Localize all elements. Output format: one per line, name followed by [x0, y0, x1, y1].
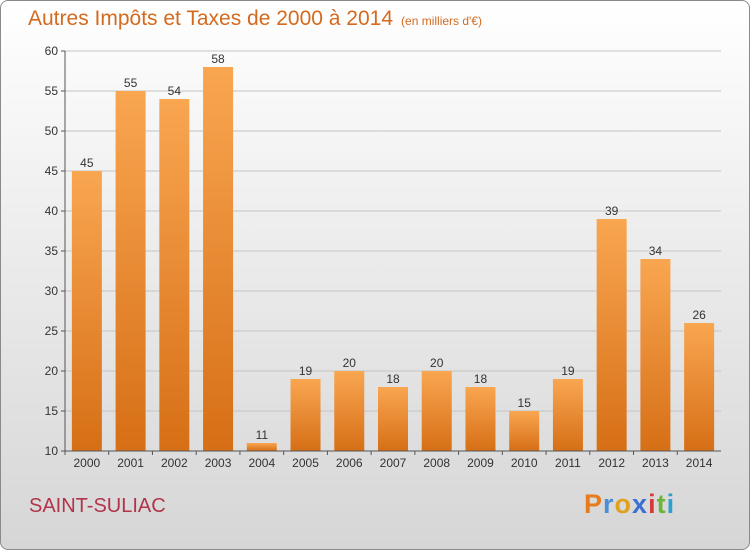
x-tick-label: 2006: [336, 456, 363, 470]
bar: [203, 67, 234, 451]
x-tick-label: 2009: [467, 456, 494, 470]
bar: [421, 371, 452, 451]
x-tick-label: 2003: [205, 456, 232, 470]
bar: [596, 219, 627, 451]
chart-unit: (en milliers d'€): [401, 14, 483, 28]
y-tick-label: 20: [45, 364, 59, 378]
x-tick-label: 2008: [423, 456, 450, 470]
y-tick-label: 10: [45, 444, 59, 458]
bar-value-label: 45: [80, 156, 94, 170]
x-tick-label: 2014: [686, 456, 713, 470]
y-tick-label: 50: [45, 124, 59, 138]
x-tick-label: 2011: [555, 456, 581, 470]
bar-value-label: 18: [386, 372, 400, 386]
x-tick-label: 2002: [161, 456, 188, 470]
y-tick-label: 15: [45, 404, 59, 418]
proxiti-logo: Proxiti: [584, 489, 675, 520]
x-tick-label: 2000: [74, 456, 101, 470]
x-tick-label: 2005: [292, 456, 319, 470]
bar: [378, 387, 408, 451]
bar-value-label: 26: [692, 308, 706, 322]
chart-title: Autres Impôts et Taxes de 2000 à 2014: [28, 7, 394, 30]
x-tick-label: 2007: [380, 456, 407, 470]
bar: [159, 99, 190, 451]
bar-value-label: 58: [211, 52, 225, 66]
bar-value-label: 54: [168, 84, 182, 98]
bar-value-label: 19: [561, 364, 575, 378]
bars: 45 55 54 58 11 19 20 18 20 18 15 19 39 34 26: [71, 52, 715, 451]
bar-value-label: 20: [430, 356, 444, 370]
bar-value-label: 20: [343, 356, 357, 370]
x-tick-label: 2001: [117, 456, 144, 470]
bar: [334, 371, 365, 451]
x-tick-label: 2010: [511, 456, 538, 470]
bar-value-label: 39: [605, 204, 619, 218]
x-tick-label: 2012: [598, 456, 625, 470]
logo-letter: t: [656, 489, 667, 519]
bar-value-label: 19: [299, 364, 313, 378]
y-axis: 10 15 20 25 30 35 40 45 50 55 60: [45, 44, 65, 458]
bar: [684, 323, 715, 451]
y-tick-label: 55: [45, 84, 59, 98]
logo-letter: i: [648, 489, 657, 519]
logo-letter: r: [603, 489, 615, 519]
bar: [509, 411, 540, 451]
bar: [552, 379, 583, 451]
city-name: SAINT-SULIAC: [29, 495, 166, 517]
logo-letter: P: [584, 489, 604, 519]
chart-title-block: Autres Impôts et Taxes de 2000 à 2014 (en…: [28, 7, 482, 31]
bar: [115, 91, 146, 451]
bar: [465, 387, 496, 451]
x-tick-label: 2004: [248, 456, 275, 470]
logo-letter: o: [614, 489, 633, 519]
bar: [71, 171, 102, 451]
bar-value-label: 11: [256, 428, 269, 442]
bar-value-label: 15: [518, 396, 532, 410]
y-tick-label: 40: [45, 204, 59, 218]
y-tick-label: 60: [45, 44, 59, 58]
bar-value-label: 18: [474, 372, 488, 386]
logo-letter: x: [632, 489, 649, 519]
bar: [246, 443, 277, 451]
y-tick-label: 25: [45, 324, 59, 338]
logo-letter: i: [666, 489, 676, 519]
y-tick-label: 30: [45, 284, 59, 298]
bar: [640, 259, 671, 451]
x-axis: 2000 2001 2002 2003 2004 2005 2006 2007 2008 2009…: [64, 451, 713, 470]
x-tick-label: 2013: [642, 456, 669, 470]
y-tick-label: 35: [45, 244, 59, 258]
bar-value-label: 34: [649, 244, 663, 258]
y-tick-label: 45: [45, 164, 59, 178]
bar-value-label: 55: [124, 76, 138, 90]
bar: [290, 379, 321, 451]
